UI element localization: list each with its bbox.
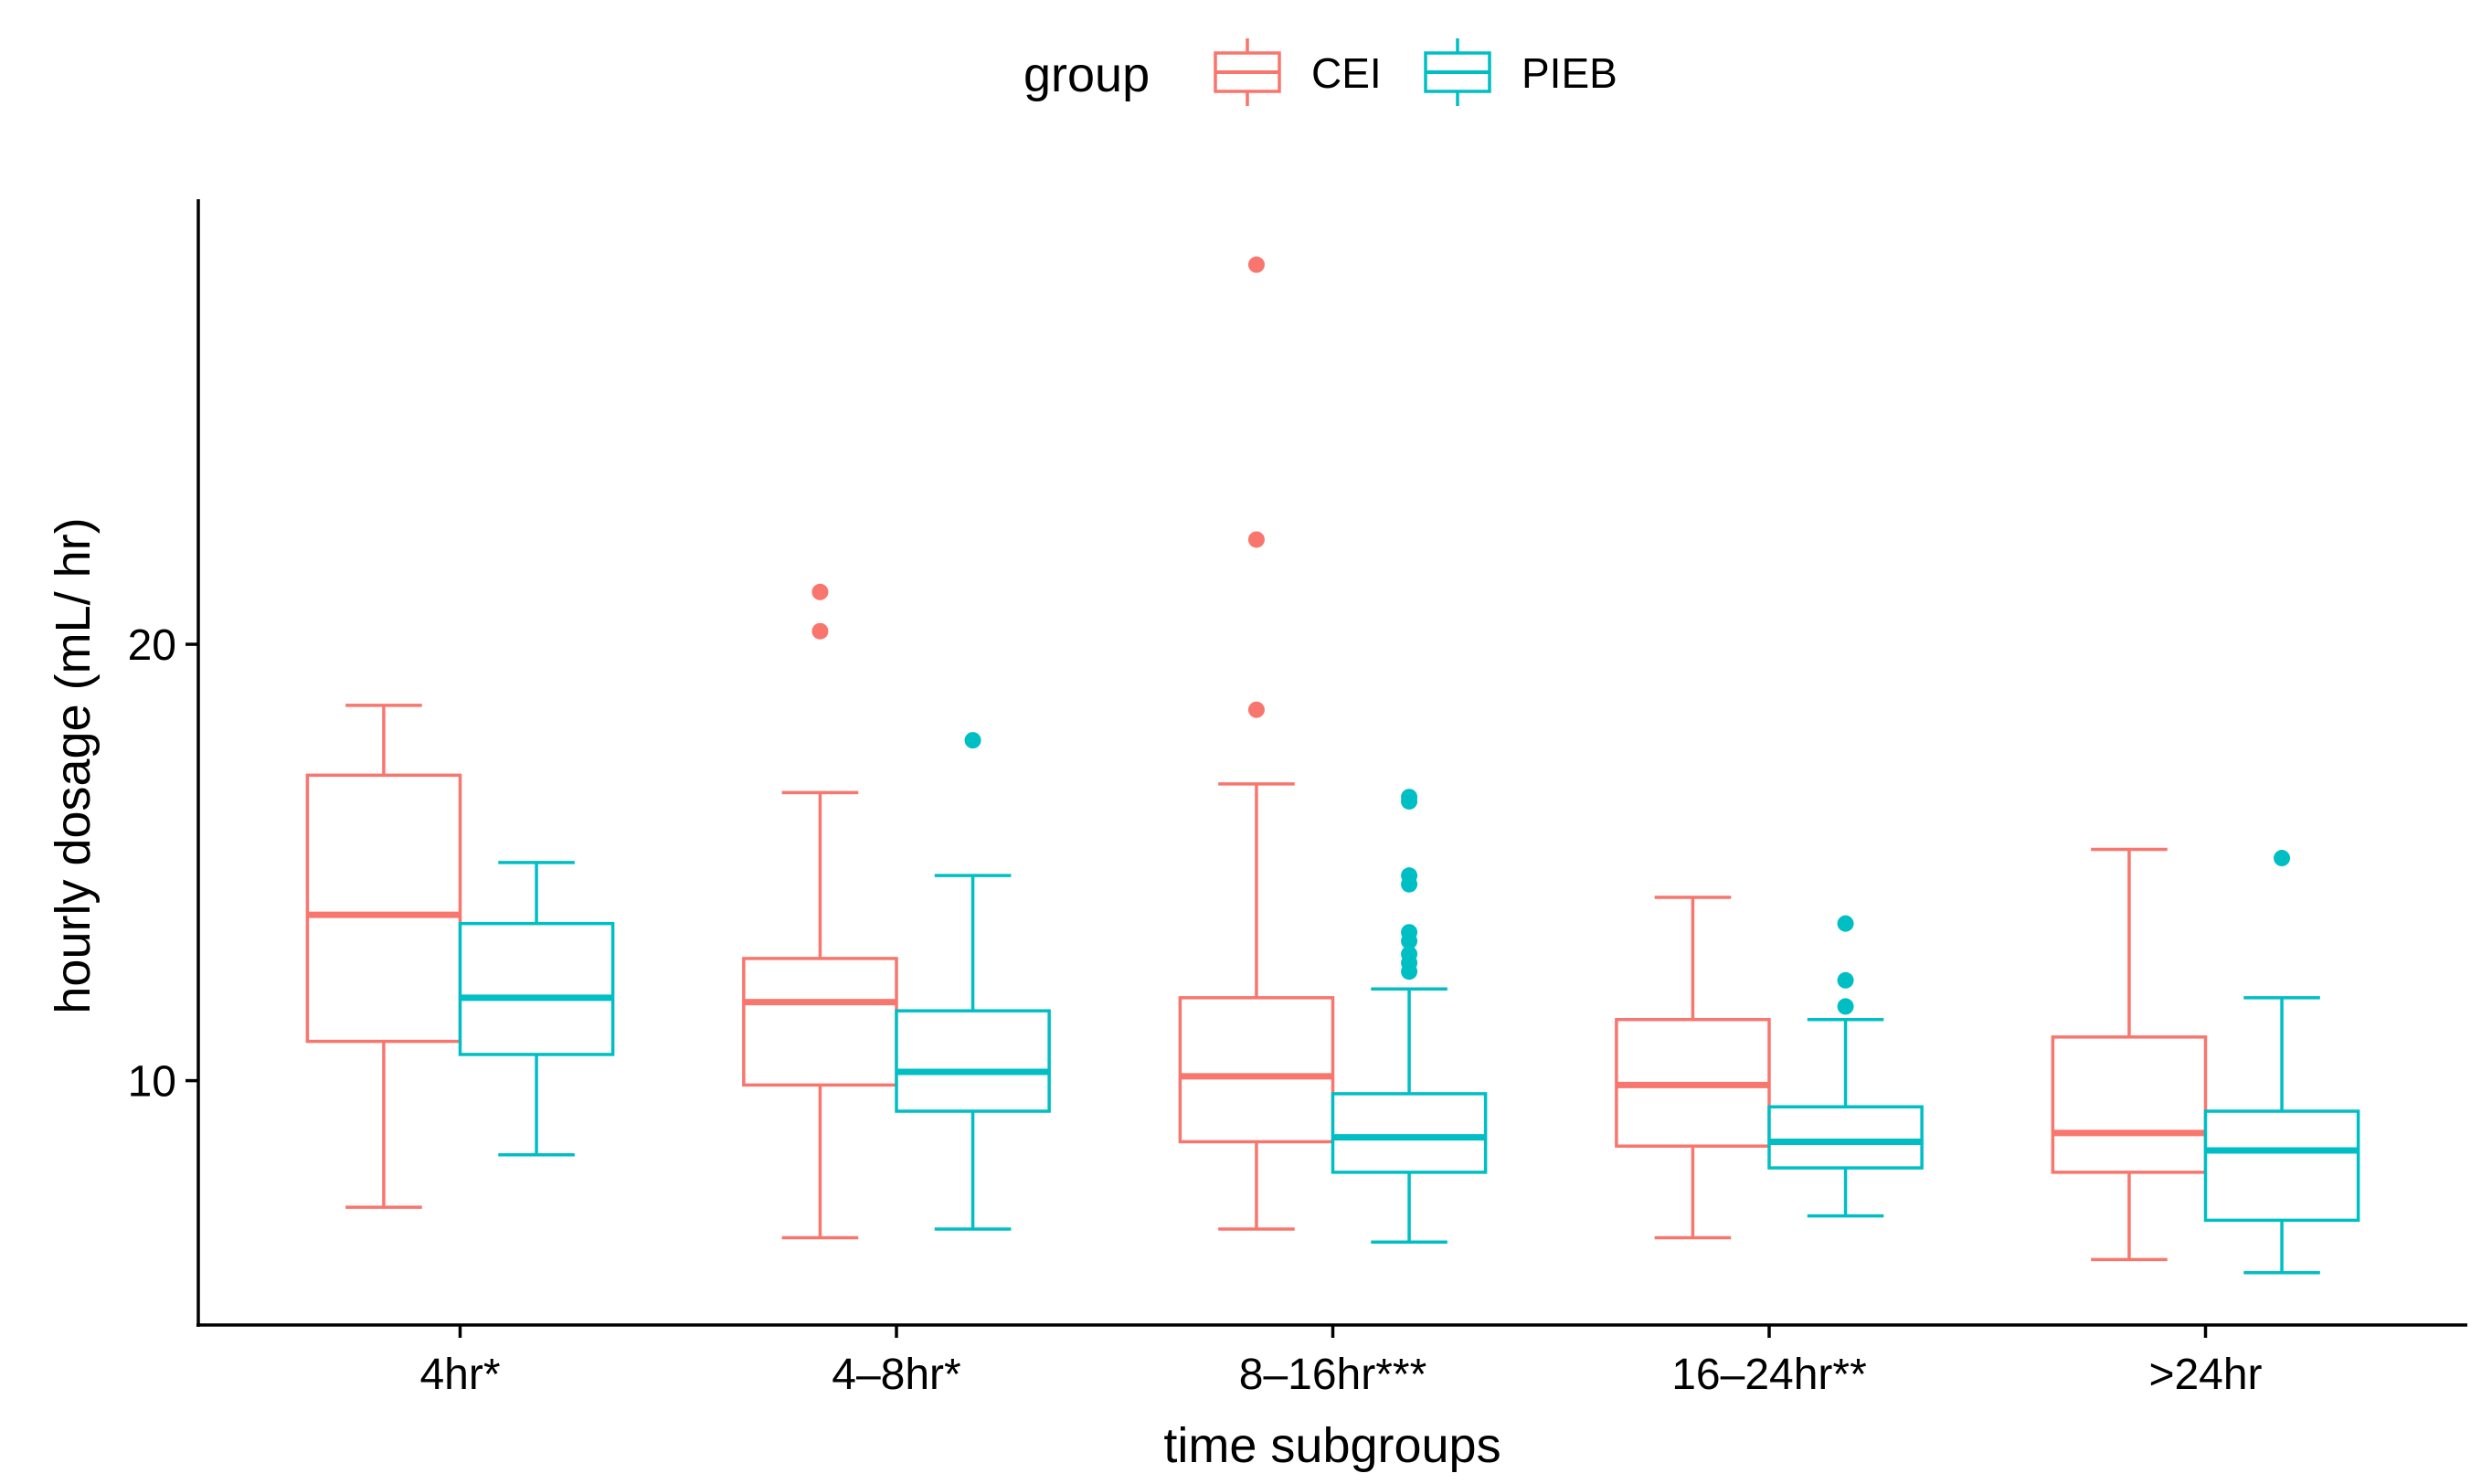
outlier-point (1401, 946, 1418, 963)
legend-label: CEI (1311, 49, 1382, 97)
x-tick-label: 4hr* (419, 1351, 500, 1399)
legend-entry-cei: CEI (1214, 38, 1382, 106)
legend: group CEI PIEB (1023, 38, 1617, 106)
outlier-point (964, 732, 981, 749)
outlier-point (1401, 924, 1418, 941)
box-cei-1 (305, 704, 462, 1209)
legend-entry-pieb: PIEB (1424, 38, 1617, 106)
box-cei-2 (742, 583, 898, 1240)
legend-title: group (1023, 48, 1150, 102)
outlier-point (2274, 850, 2291, 867)
outlier-point (1247, 531, 1265, 548)
x-tick-label: 4–8hr* (832, 1351, 960, 1399)
outlier-point (1247, 701, 1265, 718)
iqr-box (305, 773, 462, 1044)
box-pieb-1 (458, 861, 615, 1157)
x-tick-label: >24hr (2148, 1351, 2262, 1399)
iqr-box (1178, 996, 1335, 1144)
legend-label: PIEB (1522, 49, 1617, 97)
outlier-point (811, 583, 829, 600)
iqr-box (2203, 1109, 2360, 1223)
box-pieb-5 (2203, 850, 2360, 1275)
box-cei-5 (2051, 847, 2208, 1262)
iqr-box (458, 921, 615, 1056)
x-tick-label: 8–16hr*** (1239, 1351, 1427, 1399)
outlier-point (1247, 256, 1265, 273)
plot-area (305, 256, 2360, 1275)
box-cei-3 (1178, 256, 1335, 1231)
outlier-point (1837, 971, 1854, 989)
iqr-box (895, 1009, 1051, 1113)
y-axis-title: hourly dosage (mL/ hr) (46, 517, 101, 1013)
box-cei-4 (1615, 896, 1771, 1240)
iqr-box (2051, 1035, 2208, 1174)
iqr-box (742, 957, 898, 1087)
box-pieb-3 (1331, 789, 1488, 1245)
x-axis-title: time subgroups (1163, 1418, 1501, 1473)
box-pieb-2 (895, 732, 1051, 1231)
outlier-point (1837, 998, 1854, 1015)
outlier-point (811, 622, 829, 640)
iqr-box (1767, 1105, 1924, 1170)
y-tick-label: 10 (128, 1058, 176, 1107)
box-pieb-4 (1767, 915, 1924, 1218)
outlier-point (1837, 915, 1854, 932)
outlier-point (1401, 867, 1418, 885)
y-tick-label: 20 (128, 621, 176, 670)
iqr-box (1331, 1092, 1488, 1174)
outlier-point (1401, 789, 1418, 806)
x-tick-label: 16–24hr** (1671, 1351, 1867, 1399)
